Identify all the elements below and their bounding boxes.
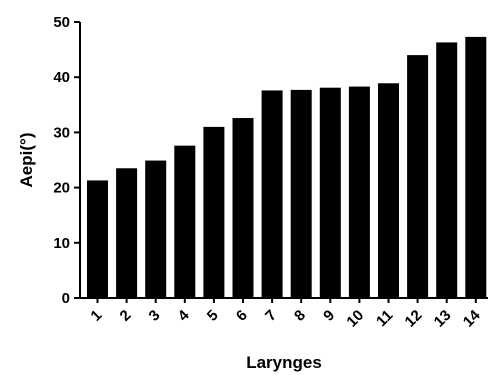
- x-tick-label: 3: [146, 307, 164, 325]
- bar-larynx-5: [203, 126, 225, 298]
- y-tick-label: 30: [53, 124, 70, 141]
- x-tick-label: 8: [291, 307, 309, 325]
- y-tick-label: 20: [53, 180, 70, 197]
- bar-larynx-10: [348, 86, 370, 298]
- bar-larynx-7: [261, 90, 283, 298]
- y-ticks-group: 0 10 20 30 40 50: [53, 14, 80, 307]
- y-axis-label: Aepi(°): [17, 133, 36, 188]
- bar-larynx-9: [319, 87, 341, 298]
- x-tick-label: 9: [320, 307, 338, 325]
- x-tick-label: 4: [175, 306, 193, 324]
- bar-larynx-11: [378, 83, 399, 298]
- x-tick-label: 2: [117, 307, 135, 325]
- bar-larynx-14: [465, 36, 487, 299]
- bar-larynx-6: [232, 118, 254, 298]
- x-axis-label: Larynges: [246, 353, 322, 372]
- bar-larynx-3: [145, 160, 167, 298]
- x-tick-label: 1: [87, 307, 105, 325]
- bar-larynx-12: [407, 55, 429, 299]
- x-tick-label: 12: [402, 307, 426, 331]
- bar-larynx-2: [116, 168, 138, 298]
- x-tick-label: 13: [431, 307, 455, 331]
- bars-group: [87, 36, 487, 299]
- bar-larynx-8: [290, 89, 312, 298]
- axes-group: [79, 22, 488, 299]
- y-tick-label: 0: [62, 290, 70, 307]
- bar-larynx-4: [174, 145, 196, 298]
- x-tick-label: 14: [460, 306, 484, 330]
- y-tick-label: 10: [53, 235, 70, 252]
- x-tick-label: 6: [233, 307, 251, 325]
- x-tick-label: 7: [262, 307, 280, 325]
- x-tick-label: 11: [373, 307, 396, 330]
- y-tick-label: 40: [53, 69, 70, 86]
- bar-larynx-13: [436, 42, 458, 299]
- y-tick-label: 50: [53, 14, 70, 31]
- x-tick-label: 5: [204, 307, 222, 325]
- x-tick-label: 10: [343, 307, 367, 331]
- x-ticks-group: 1 2 3 4 5 6 7 8 9 10 11 12 13 14: [87, 298, 484, 331]
- bar-larynx-1: [87, 180, 108, 298]
